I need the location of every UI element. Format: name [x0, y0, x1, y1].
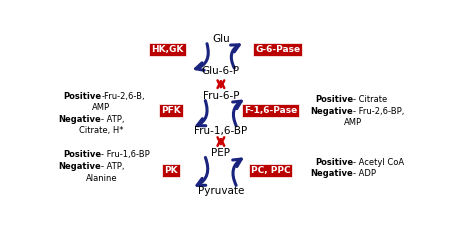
Text: -Fru-2,6-B,: -Fru-2,6-B, — [101, 92, 145, 101]
Text: F-1,6-Pase: F-1,6-Pase — [244, 106, 297, 115]
Text: Citrate, H*: Citrate, H* — [79, 126, 124, 135]
Text: HK,GK: HK,GK — [151, 46, 184, 55]
Text: Negative: Negative — [310, 107, 353, 116]
Text: Alanine: Alanine — [86, 173, 117, 182]
Text: - Fru-2,6-BP,: - Fru-2,6-BP, — [353, 107, 404, 116]
Text: - Acetyl CoA: - Acetyl CoA — [353, 158, 404, 167]
Text: - ADP: - ADP — [353, 169, 376, 178]
Text: Positive: Positive — [64, 92, 101, 101]
Text: PFK: PFK — [162, 106, 181, 115]
Text: Fru-1,6-BP: Fru-1,6-BP — [194, 126, 247, 136]
Text: Negative: Negative — [310, 169, 353, 178]
Text: AMP: AMP — [92, 103, 110, 112]
Text: Positive: Positive — [315, 95, 353, 104]
Text: Negative: Negative — [59, 115, 101, 124]
Text: Positive: Positive — [315, 158, 353, 167]
Text: - ATP,: - ATP, — [101, 115, 125, 124]
Text: Glu: Glu — [212, 34, 230, 44]
Text: Pyruvate: Pyruvate — [198, 186, 244, 196]
Text: PC, PPC: PC, PPC — [251, 166, 290, 175]
Text: - Citrate: - Citrate — [353, 95, 387, 104]
Text: G-6-Pase: G-6-Pase — [255, 46, 301, 55]
Text: AMP: AMP — [344, 118, 362, 127]
Text: Fru-6-P: Fru-6-P — [202, 91, 239, 101]
Text: PEP: PEP — [211, 148, 230, 158]
Text: Glu-6-P: Glu-6-P — [202, 66, 240, 76]
Text: - ATP,: - ATP, — [101, 162, 125, 171]
Text: PK: PK — [164, 166, 178, 175]
Text: Negative: Negative — [59, 162, 101, 171]
Text: - Fru-1,6-BP: - Fru-1,6-BP — [101, 150, 150, 159]
Text: Positive: Positive — [64, 150, 101, 159]
